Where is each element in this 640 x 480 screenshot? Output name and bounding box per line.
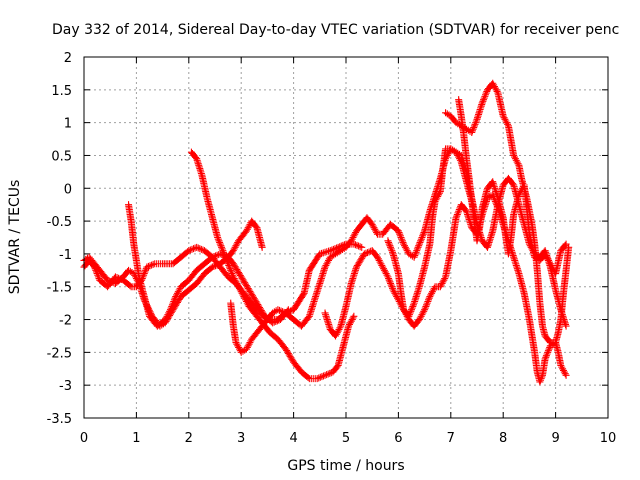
x-tick-label: 0 (80, 431, 88, 446)
marker-path (455, 96, 570, 278)
x-tick-label: 9 (551, 431, 559, 446)
x-tick-label: 2 (185, 431, 193, 446)
x-tick-label: 4 (289, 431, 297, 446)
series-track-f (321, 191, 570, 386)
y-tick-label: 2 (64, 51, 72, 66)
series-track-i (455, 96, 570, 278)
x-tick-label: 10 (600, 431, 617, 446)
y-tick-label: -0.5 (47, 215, 72, 230)
marker-path (125, 201, 292, 330)
y-tick-label: 0.5 (51, 149, 72, 164)
y-tick-label: -2.5 (47, 346, 72, 361)
y-tick-label: -1.5 (47, 281, 72, 296)
y-tick-label: -3.5 (47, 412, 72, 427)
series-track-c (125, 201, 292, 330)
marker-path (321, 191, 570, 386)
data-points (80, 79, 573, 386)
x-tick-label: 7 (447, 431, 455, 446)
y-tick-label: 1.5 (51, 84, 72, 99)
x-tick-label: 3 (237, 431, 245, 446)
x-axis-title: GPS time / hours (287, 458, 404, 474)
x-tick-label: 1 (132, 431, 140, 446)
y-tick-label: 0 (64, 182, 72, 197)
y-tick-label: -3 (59, 379, 72, 394)
x-tick-label: 6 (394, 431, 402, 446)
chart-title: Day 332 of 2014, Sidereal Day-to-day VTE… (52, 22, 619, 38)
y-tick-label: 1 (64, 117, 72, 132)
series-track-d (187, 148, 358, 383)
y-axis-ticks: 2 1.5 1 0.5 0 -0.5 -1 -1.5 -2 -2.5 -3 -3.5 (47, 51, 608, 427)
marker-path (187, 148, 358, 383)
y-tick-label: -2 (59, 314, 72, 329)
x-tick-label: 8 (499, 431, 507, 446)
y-axis-title: SDTVAR / TECUs (7, 180, 23, 295)
x-axis-ticks: 0 1 2 3 4 5 6 7 8 9 10 (80, 57, 616, 446)
y-tick-label: -1 (59, 248, 72, 263)
plot-frame (83, 56, 609, 419)
x-tick-label: 5 (342, 431, 350, 446)
